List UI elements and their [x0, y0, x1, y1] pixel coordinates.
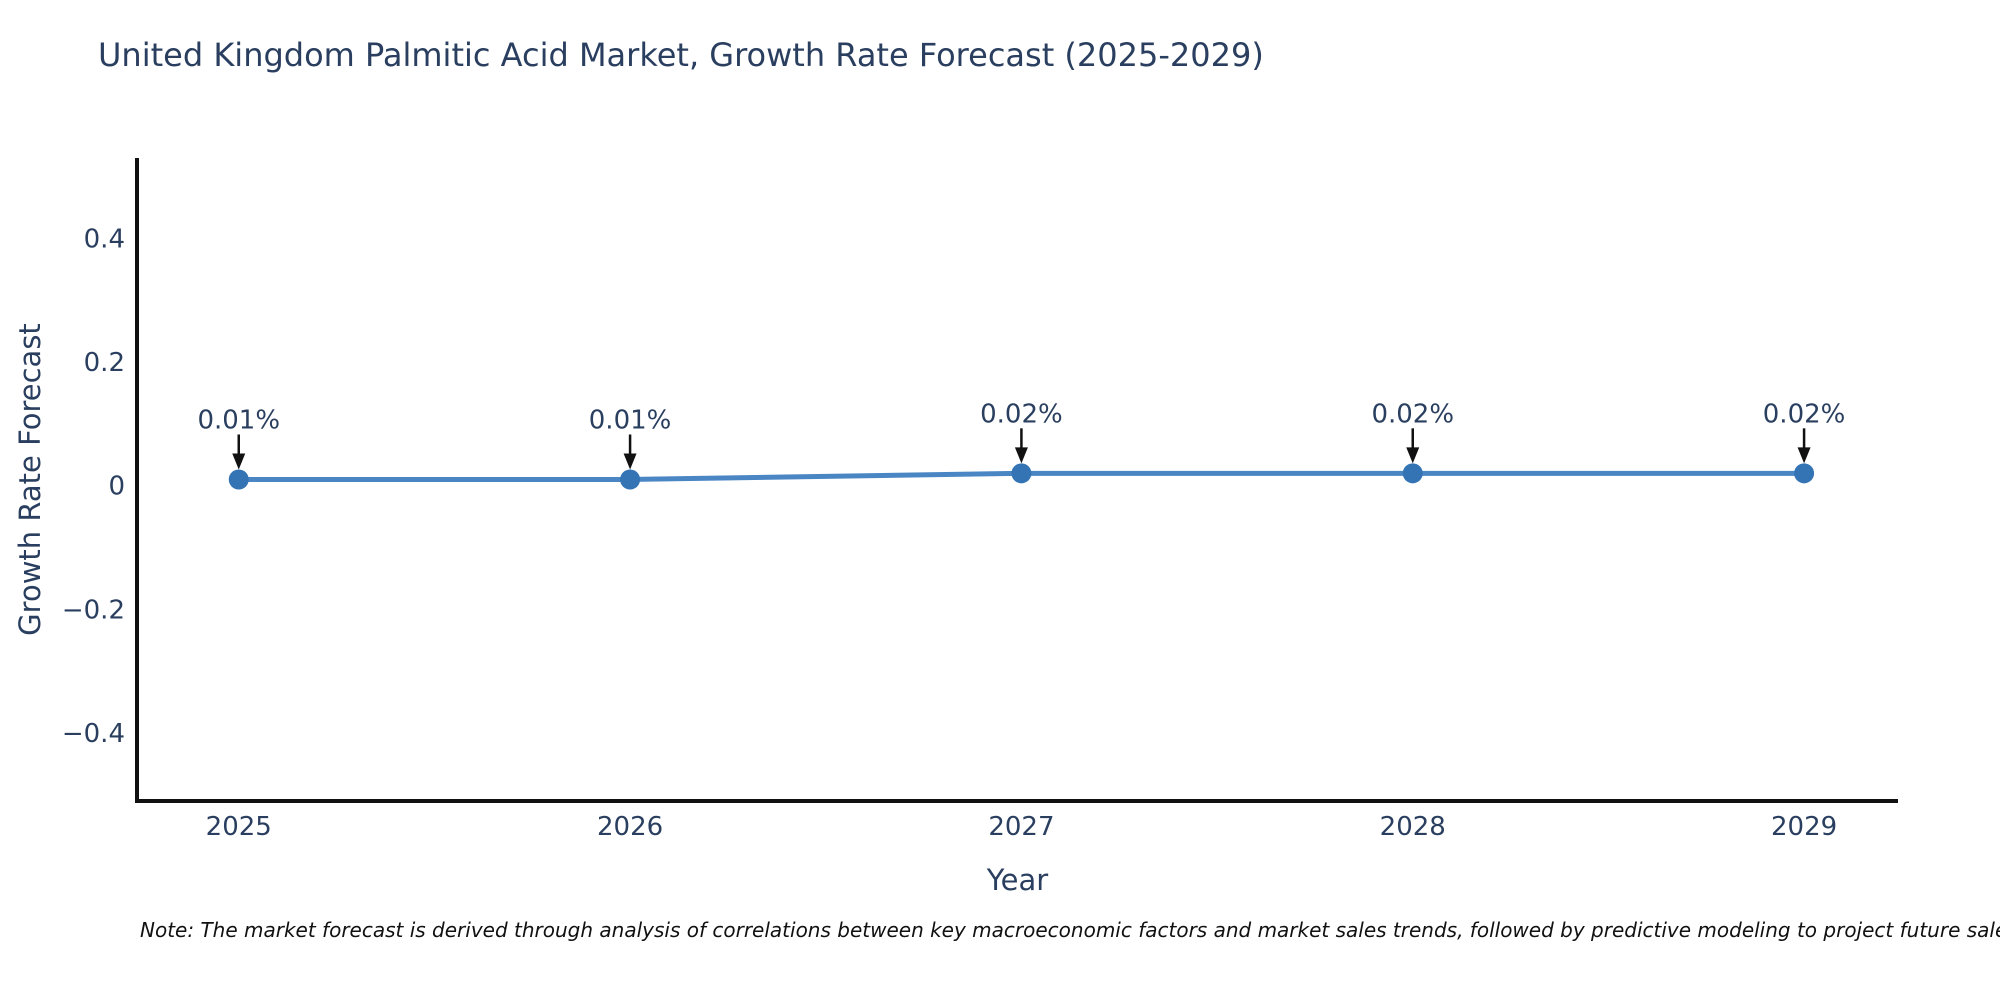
- y-tick-label: 0: [108, 472, 125, 502]
- annotation-arrow-head: [232, 453, 246, 470]
- data-point: [1402, 463, 1423, 484]
- annotation-arrow-head: [1014, 447, 1028, 464]
- point-value-label: 0.02%: [1763, 399, 1846, 429]
- x-tick-label: 2026: [597, 812, 663, 842]
- y-tick-label: 0.4: [84, 224, 125, 254]
- point-value-label: 0.02%: [1371, 399, 1454, 429]
- data-point: [1011, 463, 1032, 484]
- x-tick-label: 2025: [206, 812, 272, 842]
- x-tick-label: 2029: [1771, 812, 1837, 842]
- x-tick-label: 2027: [988, 812, 1054, 842]
- y-tick-label: −0.4: [62, 719, 125, 749]
- point-value-label: 0.01%: [589, 406, 672, 436]
- x-axis-title: Year: [986, 863, 1048, 897]
- data-point: [228, 469, 249, 490]
- annotation-arrow-head: [623, 453, 637, 470]
- chart-title: United Kingdom Palmitic Acid Market, Gro…: [98, 36, 1264, 74]
- point-value-label: 0.01%: [197, 406, 280, 436]
- y-tick-label: 0.2: [84, 348, 125, 378]
- y-axis-title: Growth Rate Forecast: [13, 323, 47, 636]
- annotation-arrow-head: [1797, 447, 1811, 464]
- data-point: [620, 469, 641, 490]
- x-tick-label: 2028: [1380, 812, 1446, 842]
- annotation-arrow-head: [1406, 447, 1420, 464]
- chart-note: Note: The market forecast is derived thr…: [140, 918, 2000, 942]
- data-point: [1794, 463, 1815, 484]
- point-value-label: 0.02%: [980, 399, 1063, 429]
- y-tick-label: −0.2: [62, 595, 125, 625]
